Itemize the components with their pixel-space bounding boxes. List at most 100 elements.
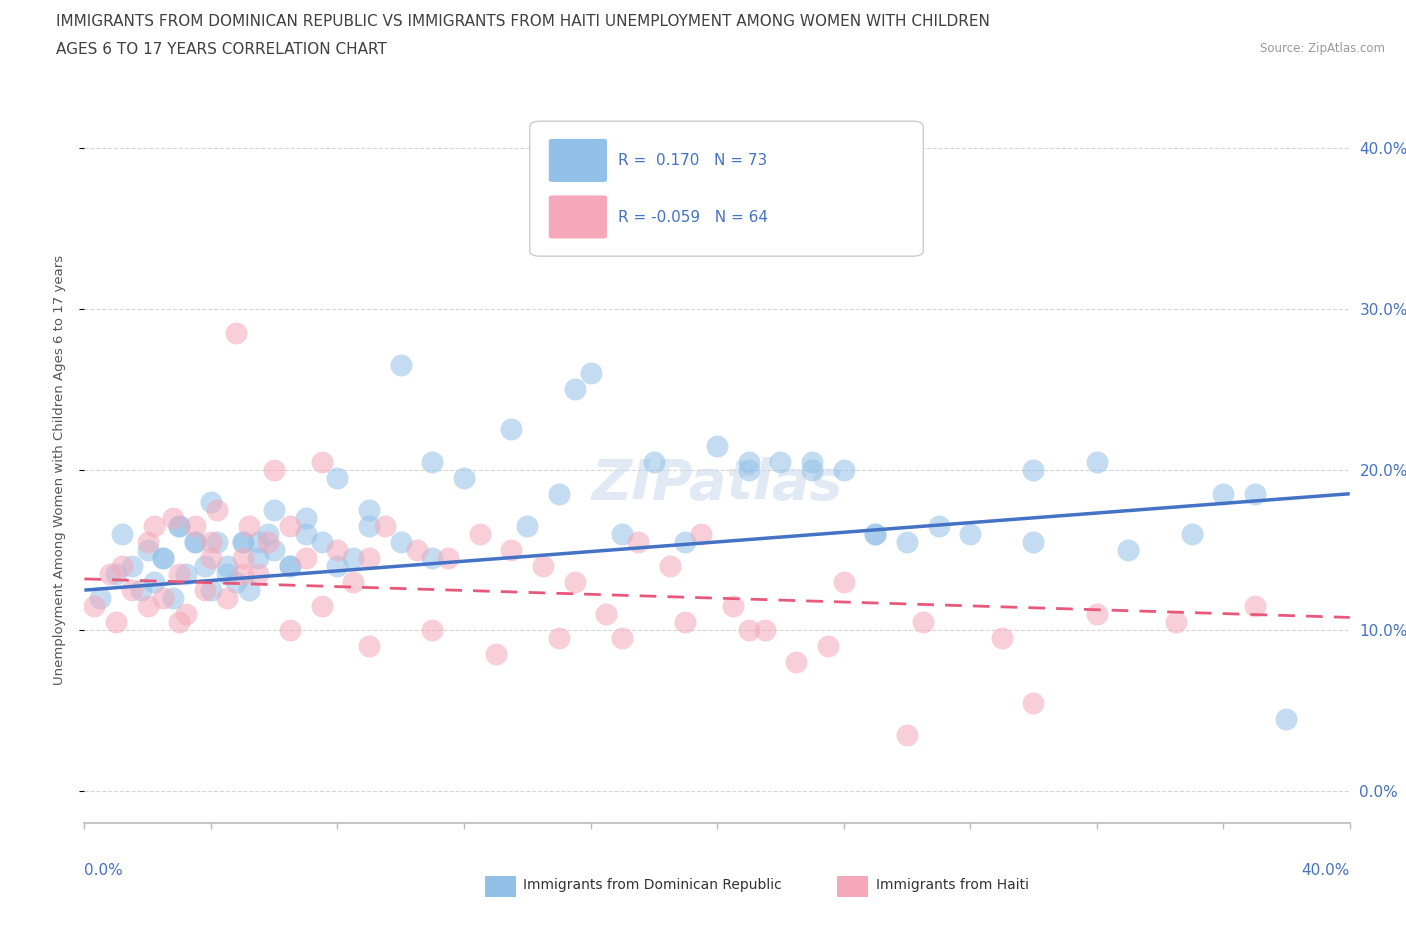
Point: [200, 583, 222, 598]
Point: [136, 599, 159, 614]
FancyBboxPatch shape: [548, 195, 607, 238]
Point: [595, 606, 617, 621]
Point: [136, 535, 159, 550]
Point: [422, 454, 444, 469]
Point: [143, 518, 166, 533]
Point: [548, 631, 571, 645]
Point: [184, 535, 207, 550]
Point: [1022, 695, 1045, 710]
Point: [162, 511, 184, 525]
Point: [896, 727, 918, 742]
Text: R =  0.170   N = 73: R = 0.170 N = 73: [619, 153, 768, 168]
Point: [225, 575, 247, 590]
Point: [612, 631, 634, 645]
Point: [612, 526, 634, 541]
Point: [207, 535, 229, 550]
Point: [295, 551, 318, 565]
Point: [1275, 711, 1298, 726]
Point: [959, 526, 981, 541]
Point: [231, 535, 254, 550]
Point: [1085, 454, 1108, 469]
Point: [422, 623, 444, 638]
Point: [548, 486, 571, 501]
Point: [169, 518, 191, 533]
Point: [675, 615, 697, 630]
Point: [690, 526, 713, 541]
Point: [627, 535, 650, 550]
Point: [263, 462, 285, 477]
Point: [225, 326, 247, 340]
Point: [896, 535, 918, 550]
Point: [169, 615, 191, 630]
Point: [1022, 535, 1045, 550]
Text: ZIPatlas: ZIPatlas: [592, 457, 842, 511]
Point: [215, 566, 238, 581]
Point: [295, 511, 318, 525]
Point: [257, 535, 280, 550]
Point: [501, 542, 523, 557]
Point: [238, 518, 260, 533]
Point: [1118, 542, 1140, 557]
Point: [200, 535, 222, 550]
Point: [1244, 599, 1267, 614]
Point: [516, 518, 538, 533]
Point: [738, 454, 761, 469]
Point: [579, 365, 602, 380]
Point: [801, 454, 824, 469]
Point: [231, 535, 254, 550]
Point: [564, 575, 586, 590]
Text: R = -0.059   N = 64: R = -0.059 N = 64: [619, 210, 768, 225]
Point: [865, 526, 887, 541]
Point: [105, 566, 128, 581]
Point: [326, 542, 349, 557]
Point: [359, 551, 381, 565]
Point: [675, 535, 697, 550]
Point: [278, 518, 301, 533]
Point: [342, 551, 364, 565]
Point: [152, 551, 174, 565]
Point: [1022, 462, 1045, 477]
Point: [194, 583, 217, 598]
Point: [152, 591, 174, 605]
Point: [801, 462, 824, 477]
Point: [1085, 606, 1108, 621]
Point: [468, 526, 491, 541]
Point: [200, 551, 222, 565]
Point: [389, 535, 412, 550]
Point: [501, 422, 523, 437]
Point: [658, 559, 681, 574]
Point: [311, 535, 333, 550]
Point: [738, 623, 761, 638]
Point: [437, 551, 460, 565]
Point: [564, 382, 586, 397]
Point: [111, 559, 134, 574]
Point: [311, 454, 333, 469]
Point: [184, 518, 207, 533]
Point: [531, 559, 554, 574]
Text: IMMIGRANTS FROM DOMINICAN REPUBLIC VS IMMIGRANTS FROM HAITI UNEMPLOYMENT AMONG W: IMMIGRANTS FROM DOMINICAN REPUBLIC VS IM…: [56, 14, 990, 29]
Point: [865, 526, 887, 541]
Point: [785, 655, 807, 670]
Point: [263, 502, 285, 517]
Point: [184, 535, 207, 550]
Point: [311, 599, 333, 614]
Point: [247, 535, 270, 550]
Point: [257, 526, 280, 541]
Point: [359, 639, 381, 654]
Point: [389, 358, 412, 373]
Point: [295, 526, 318, 541]
Y-axis label: Unemployment Among Women with Children Ages 6 to 17 years: Unemployment Among Women with Children A…: [53, 255, 66, 684]
Point: [721, 599, 744, 614]
Point: [738, 462, 761, 477]
Point: [278, 559, 301, 574]
Point: [706, 438, 728, 453]
Point: [169, 566, 191, 581]
Point: [422, 551, 444, 565]
Point: [143, 575, 166, 590]
Text: Source: ZipAtlas.com: Source: ZipAtlas.com: [1260, 42, 1385, 55]
Point: [231, 566, 254, 581]
Point: [405, 542, 427, 557]
Point: [643, 454, 665, 469]
Point: [207, 502, 229, 517]
Point: [247, 566, 270, 581]
